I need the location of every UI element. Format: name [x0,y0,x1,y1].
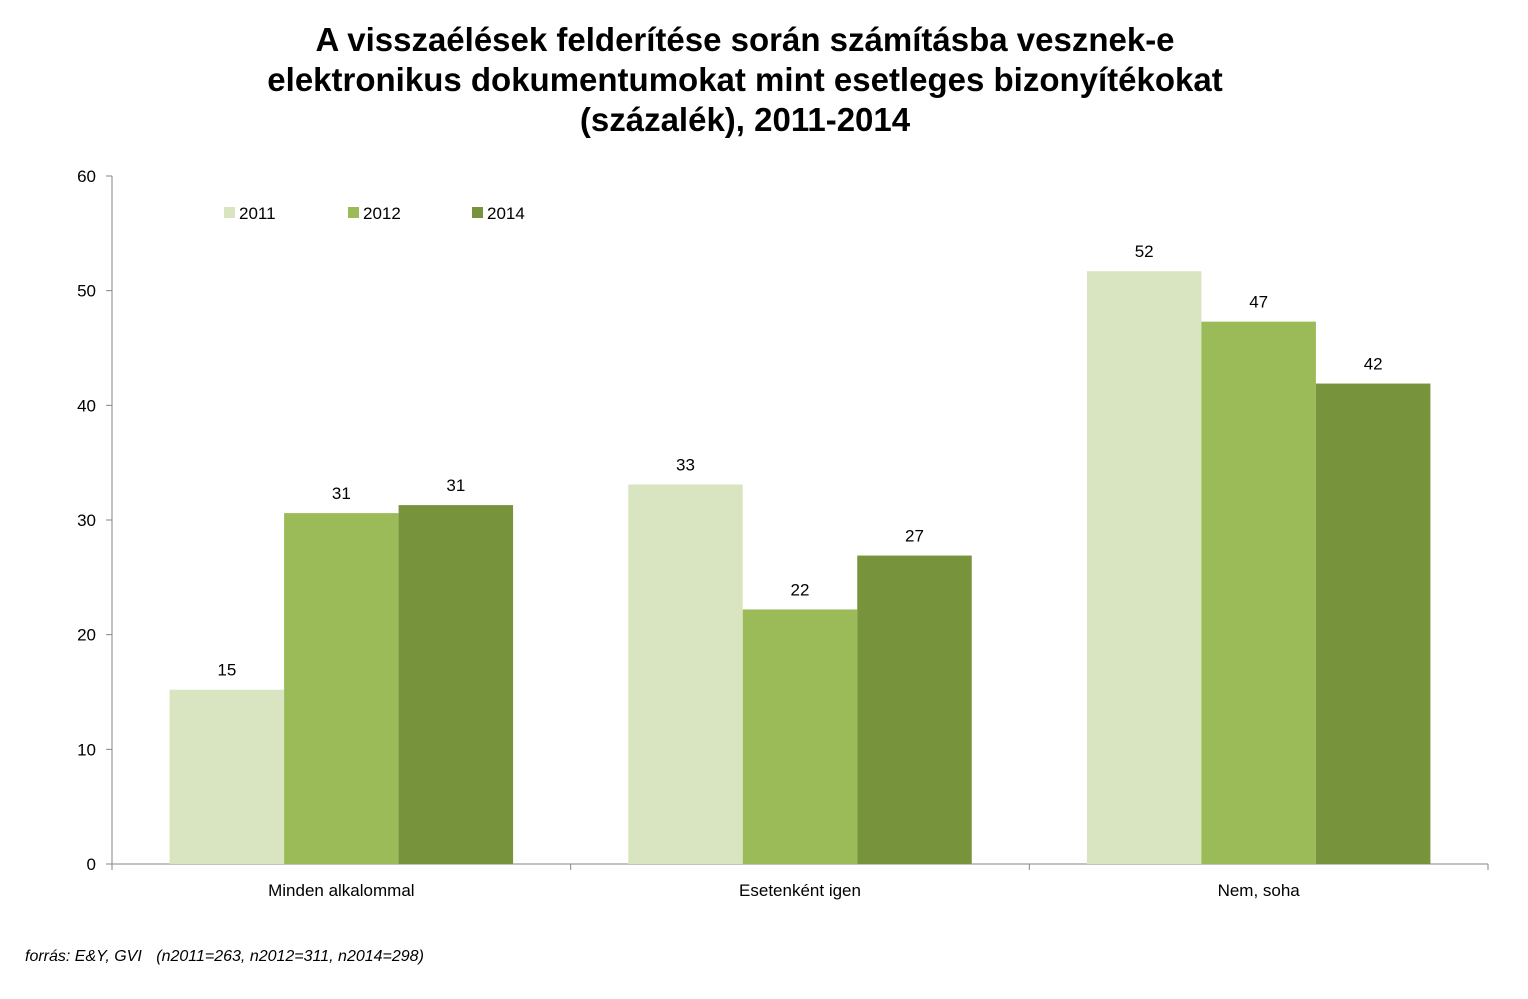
data-label-2012: 22 [791,580,810,599]
data-label-2011: 15 [217,661,236,680]
legend-swatch-2011 [224,207,235,218]
bar-2012 [284,513,399,864]
legend: 2011 2012 2014 [224,204,525,223]
source-sample-sizes: (n2011=263, n2012=311, n2014=298) [156,948,424,965]
y-tick-label: 20 [77,626,96,645]
data-label-2012: 31 [332,484,351,503]
chart-title-line-2: elektronikus dokumentumokat mint esetleg… [267,61,1223,98]
x-tick-label: Esetenként igen [739,881,861,900]
data-label-2012: 47 [1249,293,1268,312]
chart-title: A visszaélések felderítése során számítá… [0,20,1490,140]
x-tick-label: Nem, soha [1218,881,1301,900]
y-tick-label: 60 [77,167,96,186]
chart-title-line-3: (százalék), 2011-2014 [579,101,911,138]
x-tick-label: Minden alkalommal [268,881,414,900]
legend-label-2012: 2012 [363,204,401,223]
legend-swatch-2012 [348,207,359,218]
bar-2011 [169,689,285,864]
bar-2011 [1086,271,1202,864]
data-label-2014: 31 [446,476,465,495]
y-tick-label: 0 [87,855,96,874]
axes: 0 10 20 30 40 50 60 Minden alkalommal Esetenként… [77,167,1489,900]
data-label-2011: 33 [676,455,695,474]
legend-label-2014: 2014 [487,204,525,223]
data-label-2014: 42 [1364,355,1383,374]
source-note: forrás: E&Y, GVI (n2011=263, n2012=311, … [25,948,434,966]
chart-title-line-1: A visszaélések felderítése során számítá… [315,21,1175,58]
y-tick-label: 10 [77,740,96,759]
bar-2012 [742,609,858,864]
data-label-2011: 52 [1135,242,1154,261]
legend-label-2011: 2011 [239,204,276,223]
bars: 15 31 31 33 22 27 52 47 42 [169,242,1431,864]
y-tick-label: 30 [77,511,96,530]
bar-2014 [398,505,514,864]
legend-swatch-2014 [472,207,483,218]
y-tick-label: 40 [77,396,96,415]
bar-2014 [857,555,972,864]
y-tick-label: 50 [77,282,96,301]
source-label: forrás: E&Y, GVI [25,948,142,965]
bar-2012 [1201,321,1316,864]
data-label-2014: 27 [905,527,924,546]
bar-2011 [628,484,743,864]
bar-2014 [1315,383,1431,864]
